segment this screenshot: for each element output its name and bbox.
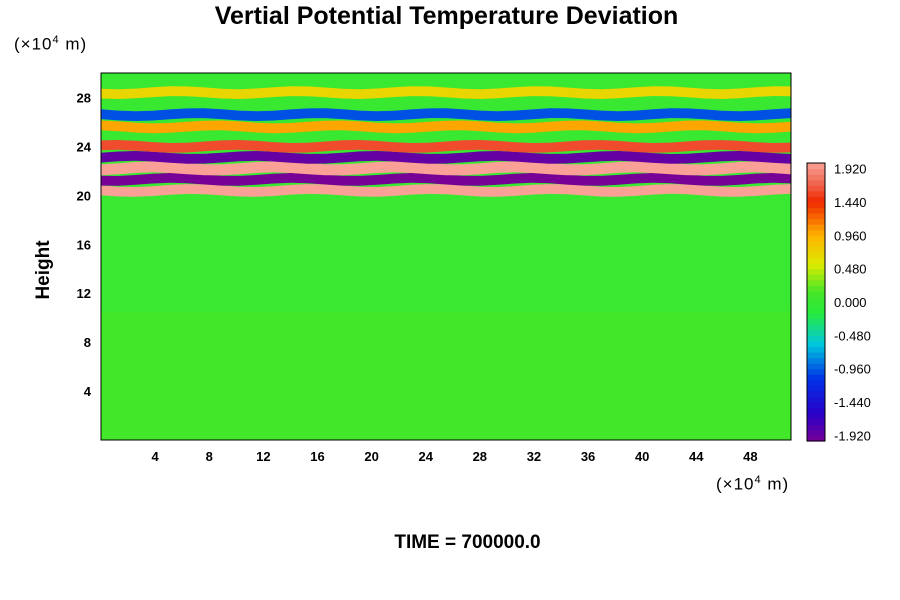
colorbar-label: 1.440 [834,195,867,210]
colorbar-swatch [807,318,825,325]
colorbar-swatch [807,251,825,259]
y-tick-label: 4 [84,384,92,399]
x-tick-label: 4 [152,449,160,464]
colorbar-swatch [807,424,825,431]
colorbar-swatch [807,196,825,203]
colorbar-swatch [807,340,825,348]
colorbar-label: -1.920 [834,428,871,443]
colorbar-swatch [807,390,825,398]
x-tick-label: 40 [635,449,649,464]
colorbar-swatch [807,207,825,214]
colorbar-swatch [807,374,825,381]
heatmap-band [101,108,791,121]
colorbar-frame [806,162,826,442]
colorbar-swatch [807,418,825,425]
plot-frame [100,72,792,441]
colorbar-swatch [807,396,825,403]
colorbar-swatch [807,218,825,225]
colorbar-swatch [807,274,825,281]
x-tick-label: 28 [473,449,487,464]
colorbar-swatch [807,379,825,386]
colorbar-swatch [807,368,825,375]
colorbar-label: 0.480 [834,262,867,277]
colorbar-swatch [807,385,825,392]
colorbar-swatch [807,174,825,181]
colorbar-swatch [807,352,825,359]
y-tick-label: 24 [77,139,92,154]
y-tick-label: 16 [77,237,91,252]
time-label: TIME = 700000.0 [394,532,541,553]
y-tick-label: 28 [77,90,91,105]
colorbar-swatch [807,402,825,409]
colorbar-label: -0.480 [834,328,871,343]
colorbar-swatch [807,185,825,192]
x-tick-label: 20 [364,449,378,464]
colorbar-swatch [807,313,825,320]
colorbar-label: 0.960 [834,228,867,243]
colorbar-swatch [807,179,825,186]
colorbar-swatch [807,213,825,220]
heatmap-band [101,140,791,153]
heatmap-band [101,161,791,176]
colorbar-swatch [807,357,825,364]
colorbar-swatch [807,413,825,420]
colorbar-swatch [807,190,825,197]
colorbar-swatch [807,285,825,292]
y-unit-label: (×104 m) [14,34,88,54]
y-tick-label: 12 [77,286,91,301]
heatmap-band [101,120,791,134]
colorbar-swatch [807,329,825,336]
x-tick-label: 8 [206,449,213,464]
colorbar-swatch [807,296,825,303]
chart-title: Vertial Potential Temperature Deviation [214,2,679,30]
x-unit-label: (×104 m) [716,474,790,494]
x-tick-label: 32 [527,449,541,464]
x-tick-label: 36 [581,449,595,464]
colorbar-swatch [807,324,825,331]
colorbar-swatch [807,268,825,275]
heatmap-lower-region [101,311,791,440]
colorbar-label: -1.440 [834,395,871,410]
colorbar-swatch [807,290,825,298]
colorbar-swatch [807,235,825,242]
colorbar-swatch [807,201,825,209]
colorbar-swatch [807,240,825,247]
colorbar-swatch [807,335,825,342]
heatmap-band [101,86,791,99]
colorbar-swatch [807,263,825,270]
y-tick-label: 20 [77,188,91,203]
y-tick-label: 8 [84,335,91,350]
colorbar-swatch [807,407,825,414]
colorbar-label: 0.000 [834,295,867,310]
colorbar-swatch [807,229,825,236]
colorbar-swatch [807,168,825,175]
x-tick-label: 44 [689,449,704,464]
colorbar-swatch [807,346,825,353]
colorbar-swatch [807,163,825,170]
colorbar-swatch [807,307,825,314]
colorbar-swatch [807,429,825,437]
colorbar-label: -0.960 [834,362,871,377]
colorbar-label: 1.920 [834,162,867,177]
colorbar-swatch [807,302,825,309]
colorbar-swatch [807,257,825,264]
colorbar-swatch [807,363,825,370]
colorbar-swatch [807,224,825,231]
x-tick-label: 16 [310,449,324,464]
x-tick-label: 24 [418,449,433,464]
heatmap-band [101,173,791,186]
heatmap-band [101,151,791,164]
colorbar-swatch [807,435,825,442]
colorbar-swatch [807,246,825,253]
colorbar-swatch [807,279,825,286]
x-tick-label: 48 [743,449,757,464]
heatmap-band [101,184,791,197]
x-tick-label: 12 [256,449,270,464]
